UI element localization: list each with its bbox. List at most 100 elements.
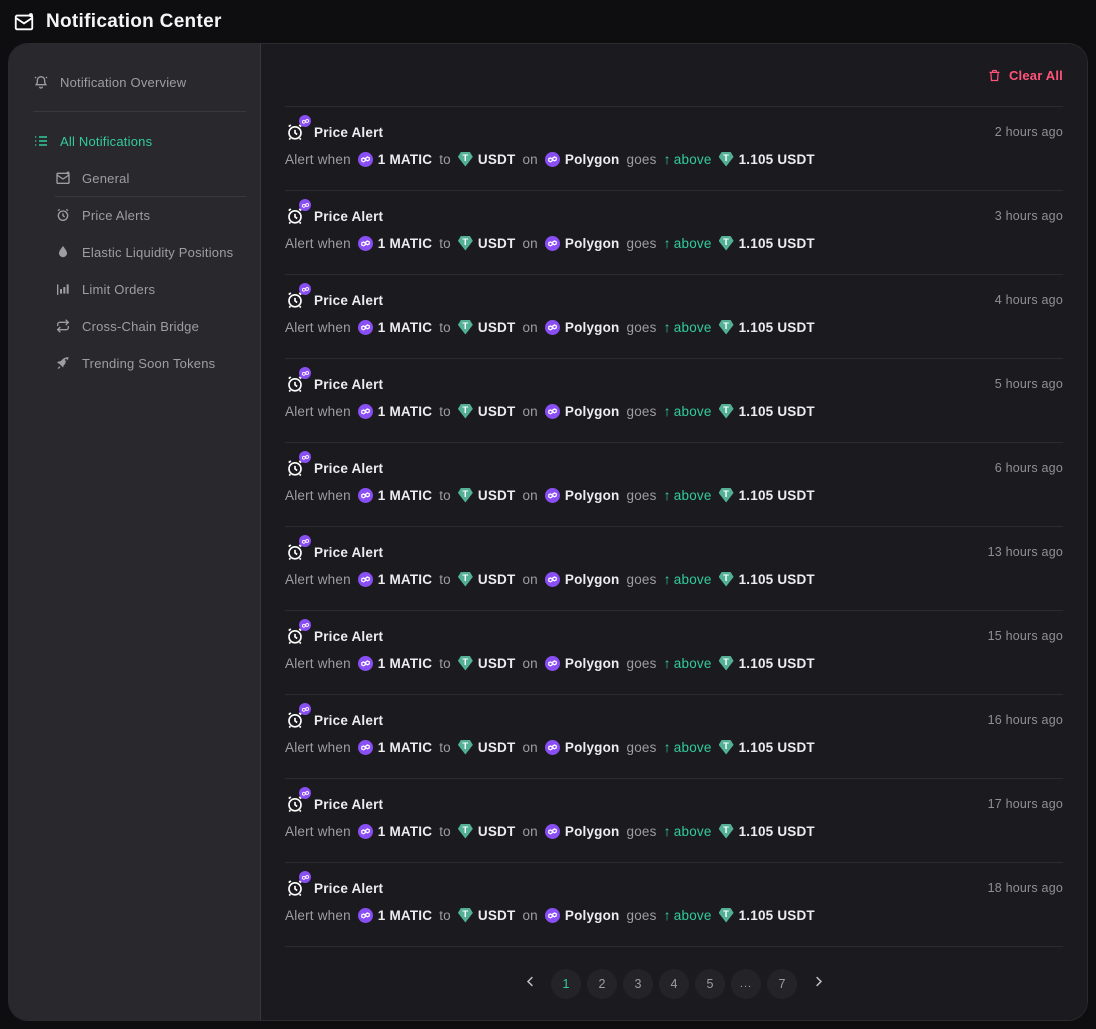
notification-description: Alert when 1 MATIC to T USDT on [285, 655, 1063, 671]
notification-title-row: Price Alert 4 hours ago [285, 283, 1063, 311]
notification-item[interactable]: Price Alert 4 hours ago Alert when 1 MAT… [285, 275, 1063, 358]
matic-token: 1 MATIC [357, 151, 432, 167]
pagination-prev-button[interactable] [515, 969, 545, 999]
notification-item[interactable]: Price Alert 18 hours ago Alert when 1 MA… [285, 863, 1063, 946]
pagination-page[interactable]: 3 [623, 968, 653, 999]
price-value: 1.105 USDT [738, 823, 815, 839]
polygon-network-icon [544, 823, 560, 839]
notification-timestamp: 2 hours ago [994, 125, 1063, 139]
notification-timestamp: 5 hours ago [994, 377, 1063, 391]
polygon-network: Polygon [544, 571, 620, 587]
sidebar-item-all-notifications[interactable]: All Notifications [9, 127, 260, 155]
target-price: T 1.105 USDT [718, 151, 815, 167]
sidebar-item-price-alerts[interactable]: Price Alerts [9, 201, 260, 229]
goes-word: goes [626, 235, 657, 251]
to-word: to [439, 403, 451, 419]
notification-title: Price Alert [314, 628, 384, 644]
direction-word: above [673, 655, 712, 671]
mail-icon [55, 170, 71, 186]
pagination-page[interactable]: 5 [695, 968, 725, 999]
usdt-token-icon: T [718, 487, 734, 503]
usdt-token-icon: T [457, 739, 473, 755]
polygon-network-icon [544, 235, 560, 251]
polygon-network-icon [544, 571, 560, 587]
goes-word: goes [626, 655, 657, 671]
usdt-token: T USDT [457, 319, 516, 335]
usdt-token-icon: T [718, 655, 734, 671]
sidebar-item-label: All Notifications [60, 133, 153, 149]
sidebar-item-limit-orders[interactable]: Limit Orders [9, 275, 260, 303]
matic-amount: 1 MATIC [377, 403, 433, 419]
notification-item[interactable]: Price Alert 17 hours ago Alert when 1 MA… [285, 779, 1063, 862]
on-word: on [522, 907, 538, 923]
alarm-icon [55, 207, 71, 223]
notification-item[interactable]: Price Alert 13 hours ago Alert when 1 MA… [285, 527, 1063, 610]
pagination-page[interactable]: 4 [659, 968, 689, 999]
notification-item[interactable]: Price Alert 3 hours ago Alert when 1 MAT… [285, 191, 1063, 274]
matic-token: 1 MATIC [357, 907, 432, 923]
page-title: Notification Center [46, 10, 222, 32]
alert-prefix: Alert when [285, 907, 351, 923]
arrow-up-icon: ↑ [663, 739, 671, 755]
sidebar-item-notification-overview[interactable]: Notification Overview [9, 68, 260, 96]
divider [285, 358, 1063, 359]
price-alert-clock-icon [285, 787, 311, 814]
notification-item[interactable]: Price Alert 6 hours ago Alert when 1 MAT… [285, 443, 1063, 526]
usdt-symbol: USDT [477, 151, 516, 167]
price-alert-clock-icon [285, 283, 311, 310]
notification-item[interactable]: Price Alert 16 hours ago Alert when 1 MA… [285, 695, 1063, 778]
target-price: T 1.105 USDT [718, 487, 815, 503]
network-name: Polygon [564, 235, 620, 251]
page-header: Notification Center [0, 0, 1096, 43]
polygon-network-badge-icon [299, 535, 311, 547]
notification-title: Price Alert [314, 544, 384, 560]
notification-title-row: Price Alert 16 hours ago [285, 703, 1063, 731]
sidebar-item-trending-soon-tokens[interactable]: Trending Soon Tokens [9, 349, 260, 377]
notification-timestamp: 18 hours ago [987, 881, 1063, 895]
notification-title-row: Price Alert 13 hours ago [285, 535, 1063, 563]
arrow-up-icon: ↑ [663, 403, 671, 419]
rocket-icon [55, 355, 71, 371]
sidebar-item-general[interactable]: General [9, 164, 260, 192]
divider [285, 778, 1063, 779]
on-word: on [522, 571, 538, 587]
on-word: on [522, 487, 538, 503]
polygon-network: Polygon [544, 235, 620, 251]
polygon-network: Polygon [544, 823, 620, 839]
goes-word: goes [626, 487, 657, 503]
usdt-token-icon: T [718, 319, 734, 335]
pagination-page[interactable]: 1 [551, 968, 581, 999]
usdt-token: T USDT [457, 151, 516, 167]
usdt-token-icon: T [718, 151, 734, 167]
notification-item[interactable]: Price Alert 15 hours ago Alert when 1 MA… [285, 611, 1063, 694]
polygon-network-badge-icon [299, 451, 311, 463]
polygon-network: Polygon [544, 739, 620, 755]
price-value: 1.105 USDT [738, 487, 815, 503]
usdt-symbol: USDT [477, 571, 516, 587]
price-alert-clock-icon [285, 871, 311, 898]
arrow-up-icon: ↑ [663, 571, 671, 587]
alert-prefix: Alert when [285, 403, 351, 419]
polygon-network-badge-icon [299, 199, 311, 211]
notification-title-row: Price Alert 18 hours ago [285, 871, 1063, 899]
direction-word: above [673, 151, 712, 167]
to-word: to [439, 739, 451, 755]
usdt-token-icon: T [718, 907, 734, 923]
notification-item[interactable]: Price Alert 5 hours ago Alert when 1 MAT… [285, 359, 1063, 442]
matic-token-icon [357, 571, 373, 587]
pagination-next-button[interactable] [803, 969, 833, 999]
target-price: T 1.105 USDT [718, 823, 815, 839]
sidebar-item-cross-chain-bridge[interactable]: Cross-Chain Bridge [9, 312, 260, 340]
pagination-page[interactable]: 7 [767, 968, 797, 999]
pagination-page[interactable]: 2 [587, 968, 617, 999]
arrow-up-icon: ↑ [663, 235, 671, 251]
polygon-network-badge-icon [299, 871, 311, 883]
notification-item[interactable]: Price Alert 2 hours ago Alert when 1 MAT… [285, 107, 1063, 190]
sidebar-item-elastic-liquidity-positions[interactable]: Elastic Liquidity Positions [9, 238, 260, 266]
usdt-symbol: USDT [477, 319, 516, 335]
usdt-symbol: USDT [477, 655, 516, 671]
matic-amount: 1 MATIC [377, 319, 433, 335]
network-name: Polygon [564, 907, 620, 923]
price-alert-clock-icon [285, 367, 311, 394]
clear-all-button[interactable]: Clear All [987, 68, 1063, 83]
